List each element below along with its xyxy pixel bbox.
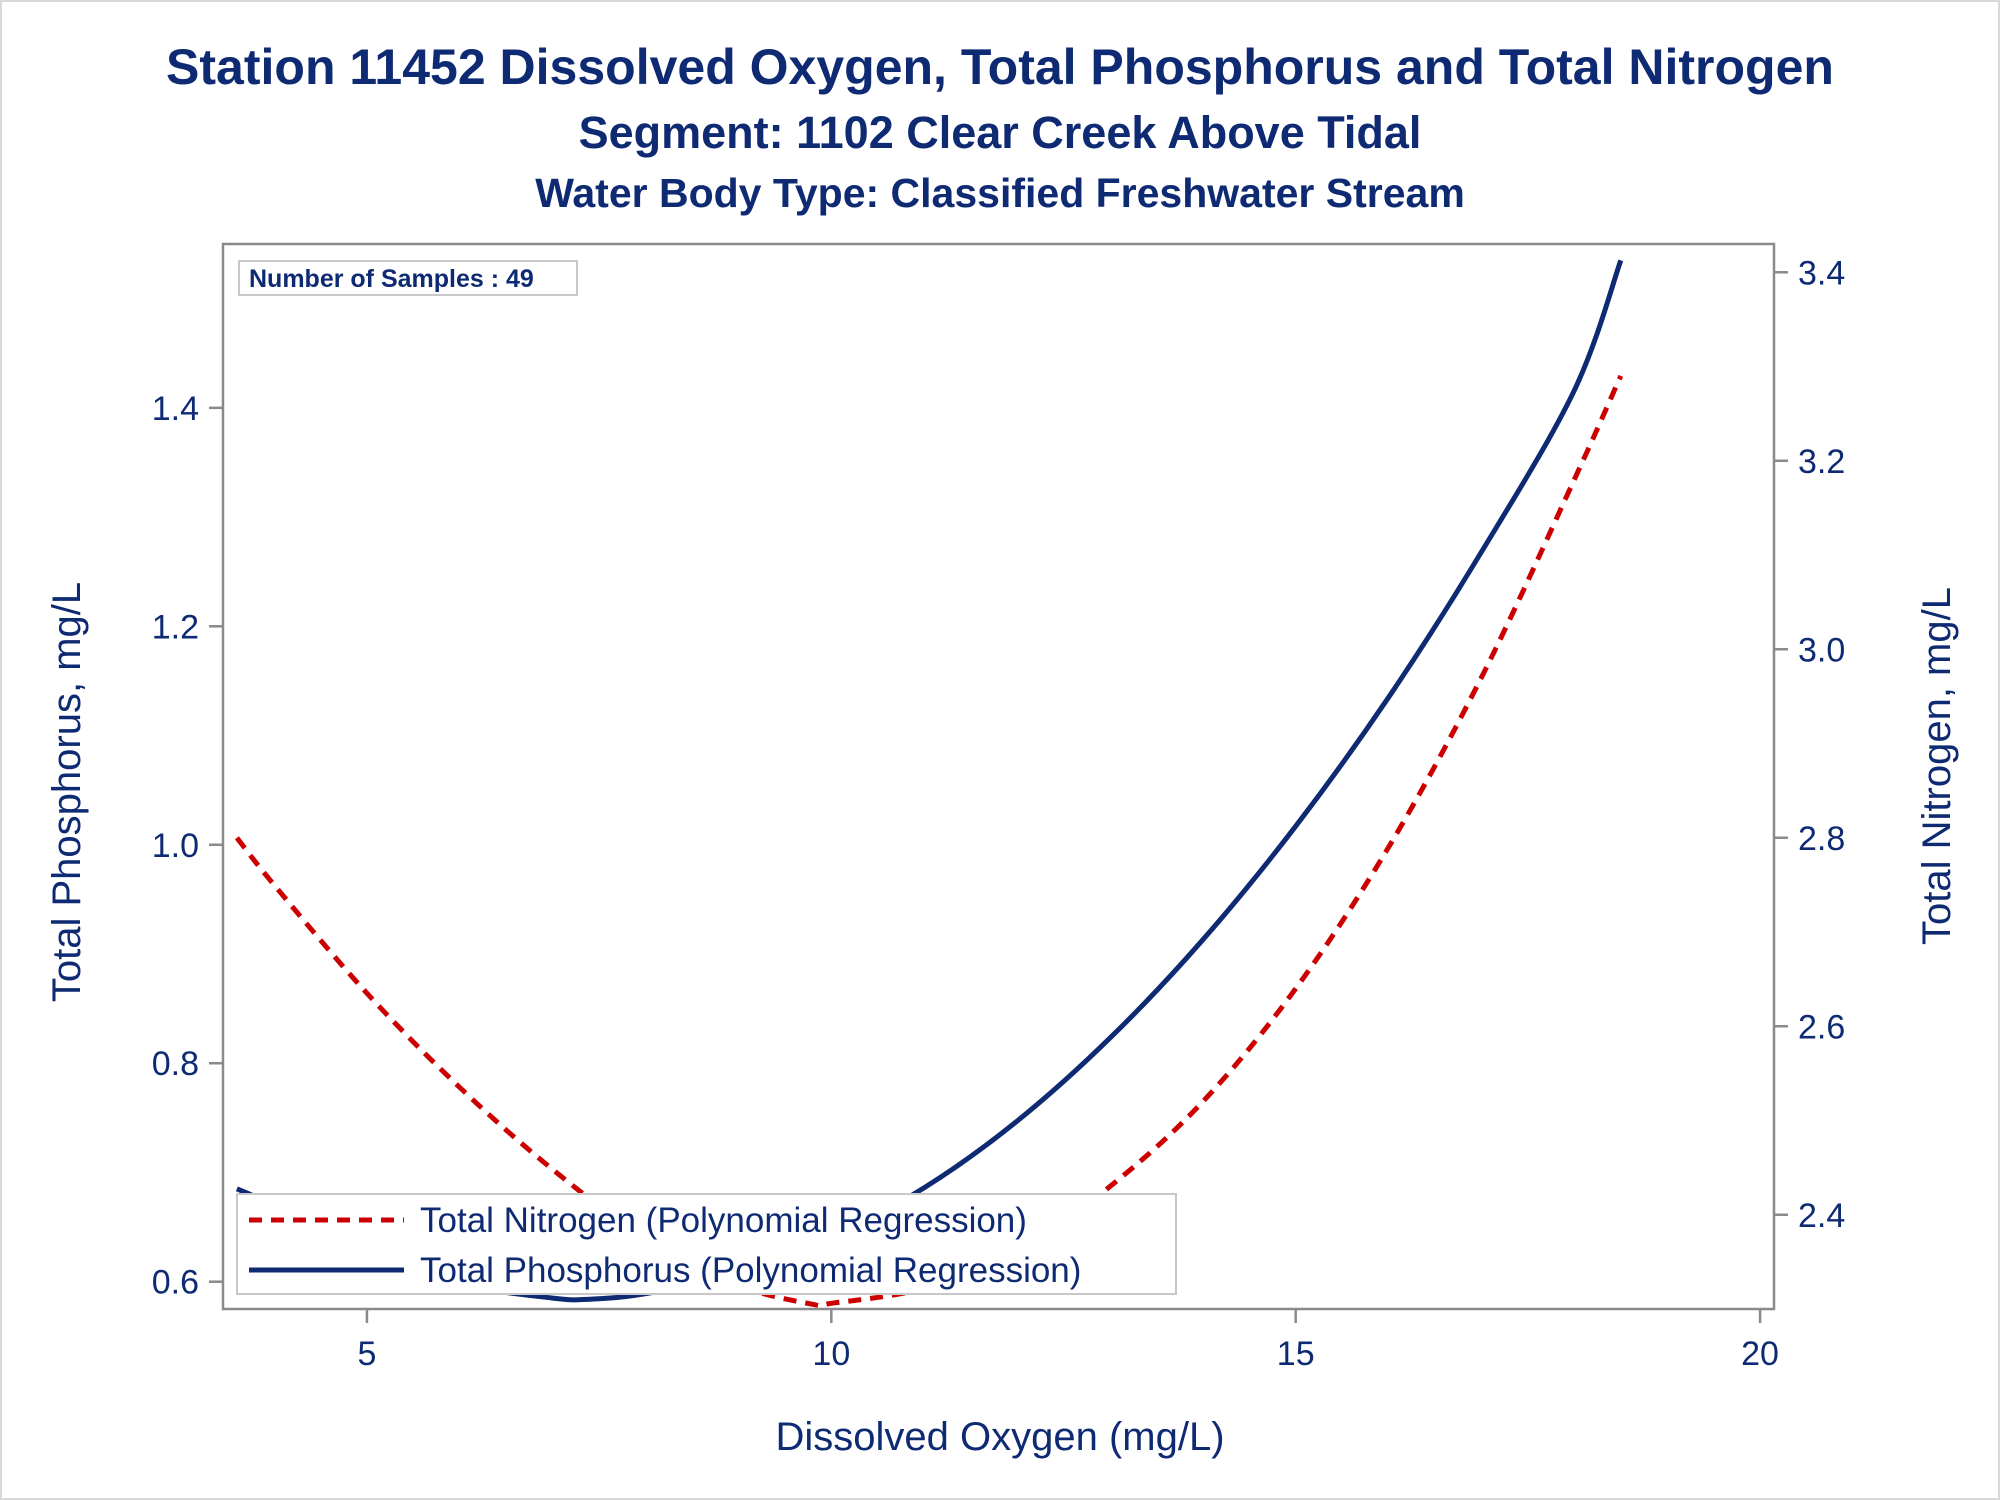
y-left-tick-label-0-6: 0.6 (152, 1264, 199, 1302)
x-axis: 5 10 15 20 (357, 1309, 1779, 1373)
x-tick-label-5: 5 (357, 1335, 376, 1373)
legend-label-total-phosphorus: Total Phosphorus (Polynomial Regression) (420, 1251, 1081, 1290)
y-right-tick-label-2-4: 2.4 (1798, 1197, 1845, 1235)
y-left-tick-label-1-0: 1.0 (152, 827, 199, 865)
y-left-tick-label-1-4: 1.4 (152, 390, 199, 428)
y-left-tick-label-0-8: 0.8 (152, 1045, 199, 1083)
x-tick-label-20: 20 (1741, 1335, 1779, 1373)
y-axis-left-label: Total Phosphorus, mg/L (45, 582, 89, 1002)
legend-box (236, 1193, 1177, 1295)
y-right-tick-label-3-0: 3.0 (1798, 631, 1845, 669)
legend-label-total-nitrogen: Total Nitrogen (Polynomial Regression) (420, 1201, 1027, 1240)
plot-area (221, 242, 1776, 1311)
y-right-tick-label-3-4: 3.4 (1798, 254, 1845, 292)
sample-count-text: Number of Samples : 49 (249, 265, 534, 293)
y-right-tick-label-3-2: 3.2 (1798, 443, 1845, 481)
chart-subtitle-2: Water Body Type: Classified Freshwater S… (535, 170, 1465, 216)
y-axis-right-label: Total Nitrogen, mg/L (1915, 587, 1959, 945)
legend: Total Nitrogen (Polynomial Regression) T… (236, 1193, 1177, 1295)
x-tick-label-10: 10 (812, 1335, 850, 1373)
chart-subtitle: Segment: 1102 Clear Creek Above Tidal (579, 107, 1422, 158)
y-left-tick-label-1-2: 1.2 (152, 608, 199, 646)
x-tick-label-15: 15 (1277, 1335, 1315, 1373)
x-axis-label: Dissolved Oxygen (mg/L) (775, 1415, 1224, 1459)
sample-count-box: Number of Samples : 49 (238, 260, 578, 296)
y-right-tick-label-2-6: 2.6 (1798, 1008, 1845, 1046)
y-axis-right: 2.4 2.6 2.8 3.0 3.2 3.4 (1774, 254, 1845, 1235)
y-axis-left: 0.6 0.8 1.0 1.2 1.4 (152, 390, 223, 1302)
chart-title: Station 11452 Dissolved Oxygen, Total Ph… (166, 39, 1834, 95)
y-right-tick-label-2-8: 2.8 (1798, 820, 1845, 858)
